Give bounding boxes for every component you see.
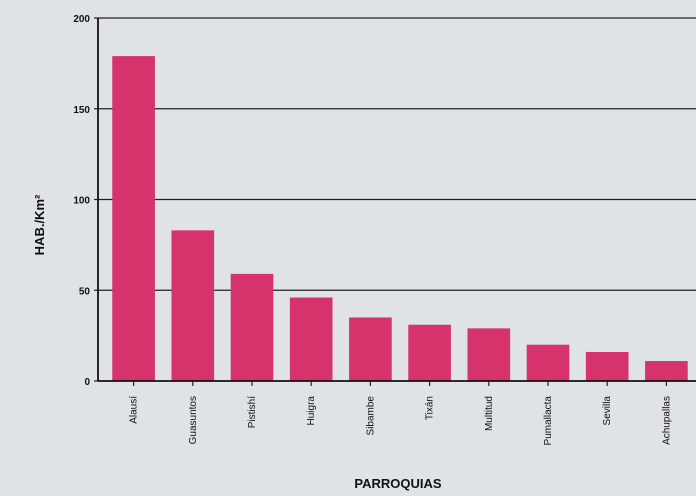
x-tick-labels: Alausí Guasuntos Pistishí Huigra Sibambe Tixá… [129, 396, 673, 446]
x-tick-label: Pistishí [247, 396, 258, 428]
bar [230, 273, 274, 381]
bar [171, 230, 215, 381]
x-tick-label: Alausí [129, 396, 140, 424]
grid-lines [98, 17, 696, 291]
y-tick-label: 0 [84, 377, 90, 388]
x-axis-label: PARROQUIAS [354, 476, 441, 491]
x-tick-label: Achupallas [661, 396, 672, 445]
y-tick-label: 50 [79, 286, 91, 297]
y-tick-labels: 0 50 100 150 200 [73, 14, 90, 388]
bar [408, 324, 451, 381]
x-tick-label: Pumallacta [543, 396, 554, 446]
x-tick-label: Sevilla [602, 396, 613, 426]
y-axis-label: HAB./Km² [32, 194, 47, 255]
x-tick-label: Guasuntos [188, 396, 199, 444]
bar [289, 297, 333, 381]
y-tick-label: 200 [73, 14, 90, 25]
bar [467, 328, 511, 381]
bar [112, 56, 155, 382]
bar [349, 317, 392, 381]
y-tick-label: 100 [73, 196, 90, 207]
x-tick-label: Multitud [484, 396, 495, 431]
x-tick-label: Tixán [425, 396, 436, 420]
bar [526, 344, 570, 381]
y-tick-label: 150 [73, 105, 90, 116]
bars [112, 56, 688, 382]
axes [94, 17, 696, 386]
x-tick-label: Sibambe [365, 396, 376, 436]
x-tick-label: Huigra [306, 396, 317, 426]
bar [585, 351, 629, 381]
bar [645, 361, 688, 381]
